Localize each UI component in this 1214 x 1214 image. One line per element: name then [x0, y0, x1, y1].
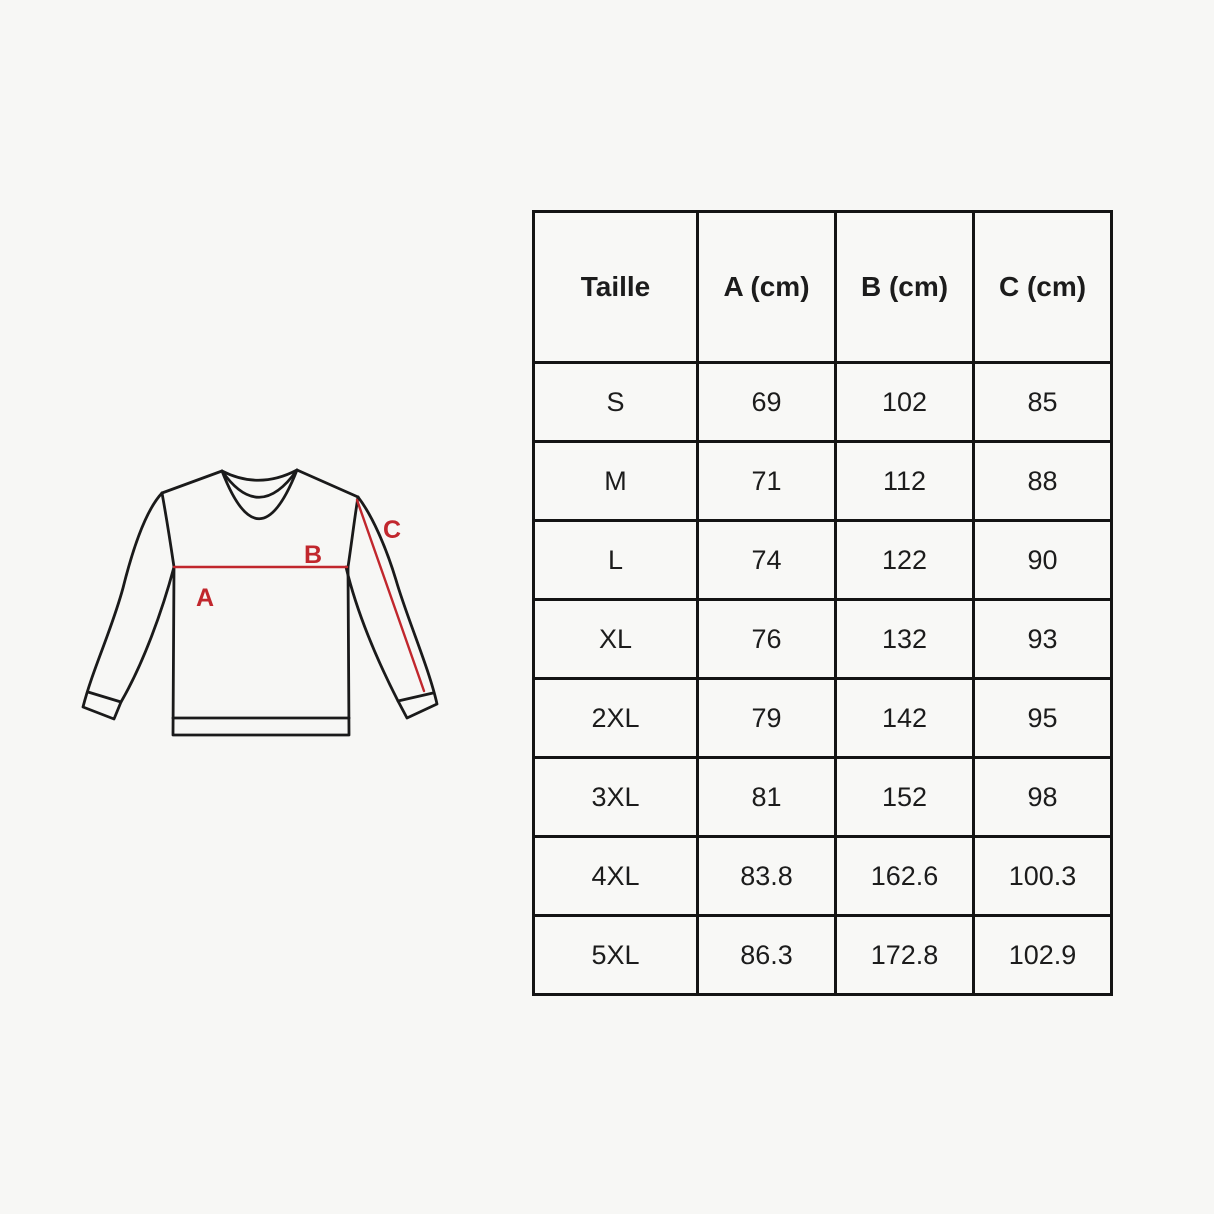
cell-a: 74: [696, 519, 837, 601]
table-row: XL 76 132 93: [532, 598, 1113, 680]
sleeve-right-outline: [344, 495, 439, 720]
measure-label-c: C: [383, 516, 401, 544]
table-row: M 71 112 88: [532, 440, 1113, 522]
cell-b: 172.8: [834, 914, 975, 996]
cell-a: 79: [696, 677, 837, 759]
cell-size: 3XL: [532, 756, 699, 838]
cuff-line-right: [396, 691, 435, 703]
measure-label-b: B: [304, 541, 322, 569]
cell-b: 152: [834, 756, 975, 838]
cell-c: 98: [972, 756, 1113, 838]
collar-top-arc: [220, 468, 299, 482]
cell-b: 162.6: [834, 835, 975, 917]
table-row: L 74 122 90: [532, 519, 1113, 601]
cell-c: 93: [972, 598, 1113, 680]
cell-c: 95: [972, 677, 1113, 759]
table-row: 2XL 79 142 95: [532, 677, 1113, 759]
cell-size: S: [532, 361, 699, 443]
table-row: S 69 102 85: [532, 361, 1113, 443]
cell-size: 5XL: [532, 914, 699, 996]
table-header-row: Taille A (cm) B (cm) C (cm): [532, 210, 1113, 364]
cell-size: 2XL: [532, 677, 699, 759]
header-a-cm: A (cm): [696, 210, 837, 364]
shoulder-slope-right: [295, 468, 360, 499]
table-row: 3XL 81 152 98: [532, 756, 1113, 838]
torso-outline: [171, 565, 351, 737]
cell-c: 90: [972, 519, 1113, 601]
shoulder-slope-left: [160, 469, 224, 495]
table-row: 4XL 83.8 162.6 100.3: [532, 835, 1113, 917]
measure-label-a: A: [196, 584, 214, 612]
header-c-cm: C (cm): [972, 210, 1113, 364]
cell-a: 71: [696, 440, 837, 522]
cell-size: 4XL: [532, 835, 699, 917]
cell-size: M: [532, 440, 699, 522]
cell-b: 142: [834, 677, 975, 759]
cell-a: 69: [696, 361, 837, 443]
cell-b: 112: [834, 440, 975, 522]
size-table: Taille A (cm) B (cm) C (cm) S 69 102 85 …: [532, 210, 1113, 996]
cell-a: 83.8: [696, 835, 837, 917]
cell-a: 81: [696, 756, 837, 838]
cell-size: XL: [532, 598, 699, 680]
cell-c: 100.3: [972, 835, 1113, 917]
header-b-cm: B (cm): [834, 210, 975, 364]
armhole-seam-left: [160, 491, 176, 569]
cuff-line-left: [86, 690, 123, 704]
sweatshirt-diagram: A B C: [81, 468, 439, 737]
collar-outer-arc: [220, 468, 299, 520]
table-row: 5XL 86.3 172.8 102.9: [532, 914, 1113, 996]
cell-a: 76: [696, 598, 837, 680]
cell-c: 85: [972, 361, 1113, 443]
armhole-seam-right: [346, 495, 360, 569]
collar-mid-arc: [220, 468, 299, 499]
sleeve-left-outline: [81, 491, 176, 721]
cell-b: 122: [834, 519, 975, 601]
measure-line-c: [355, 498, 426, 693]
cell-b: 132: [834, 598, 975, 680]
cell-c: 88: [972, 440, 1113, 522]
cell-a: 86.3: [696, 914, 837, 996]
header-taille: Taille: [532, 210, 699, 364]
cell-c: 102.9: [972, 914, 1113, 996]
cell-size: L: [532, 519, 699, 601]
cell-b: 102: [834, 361, 975, 443]
